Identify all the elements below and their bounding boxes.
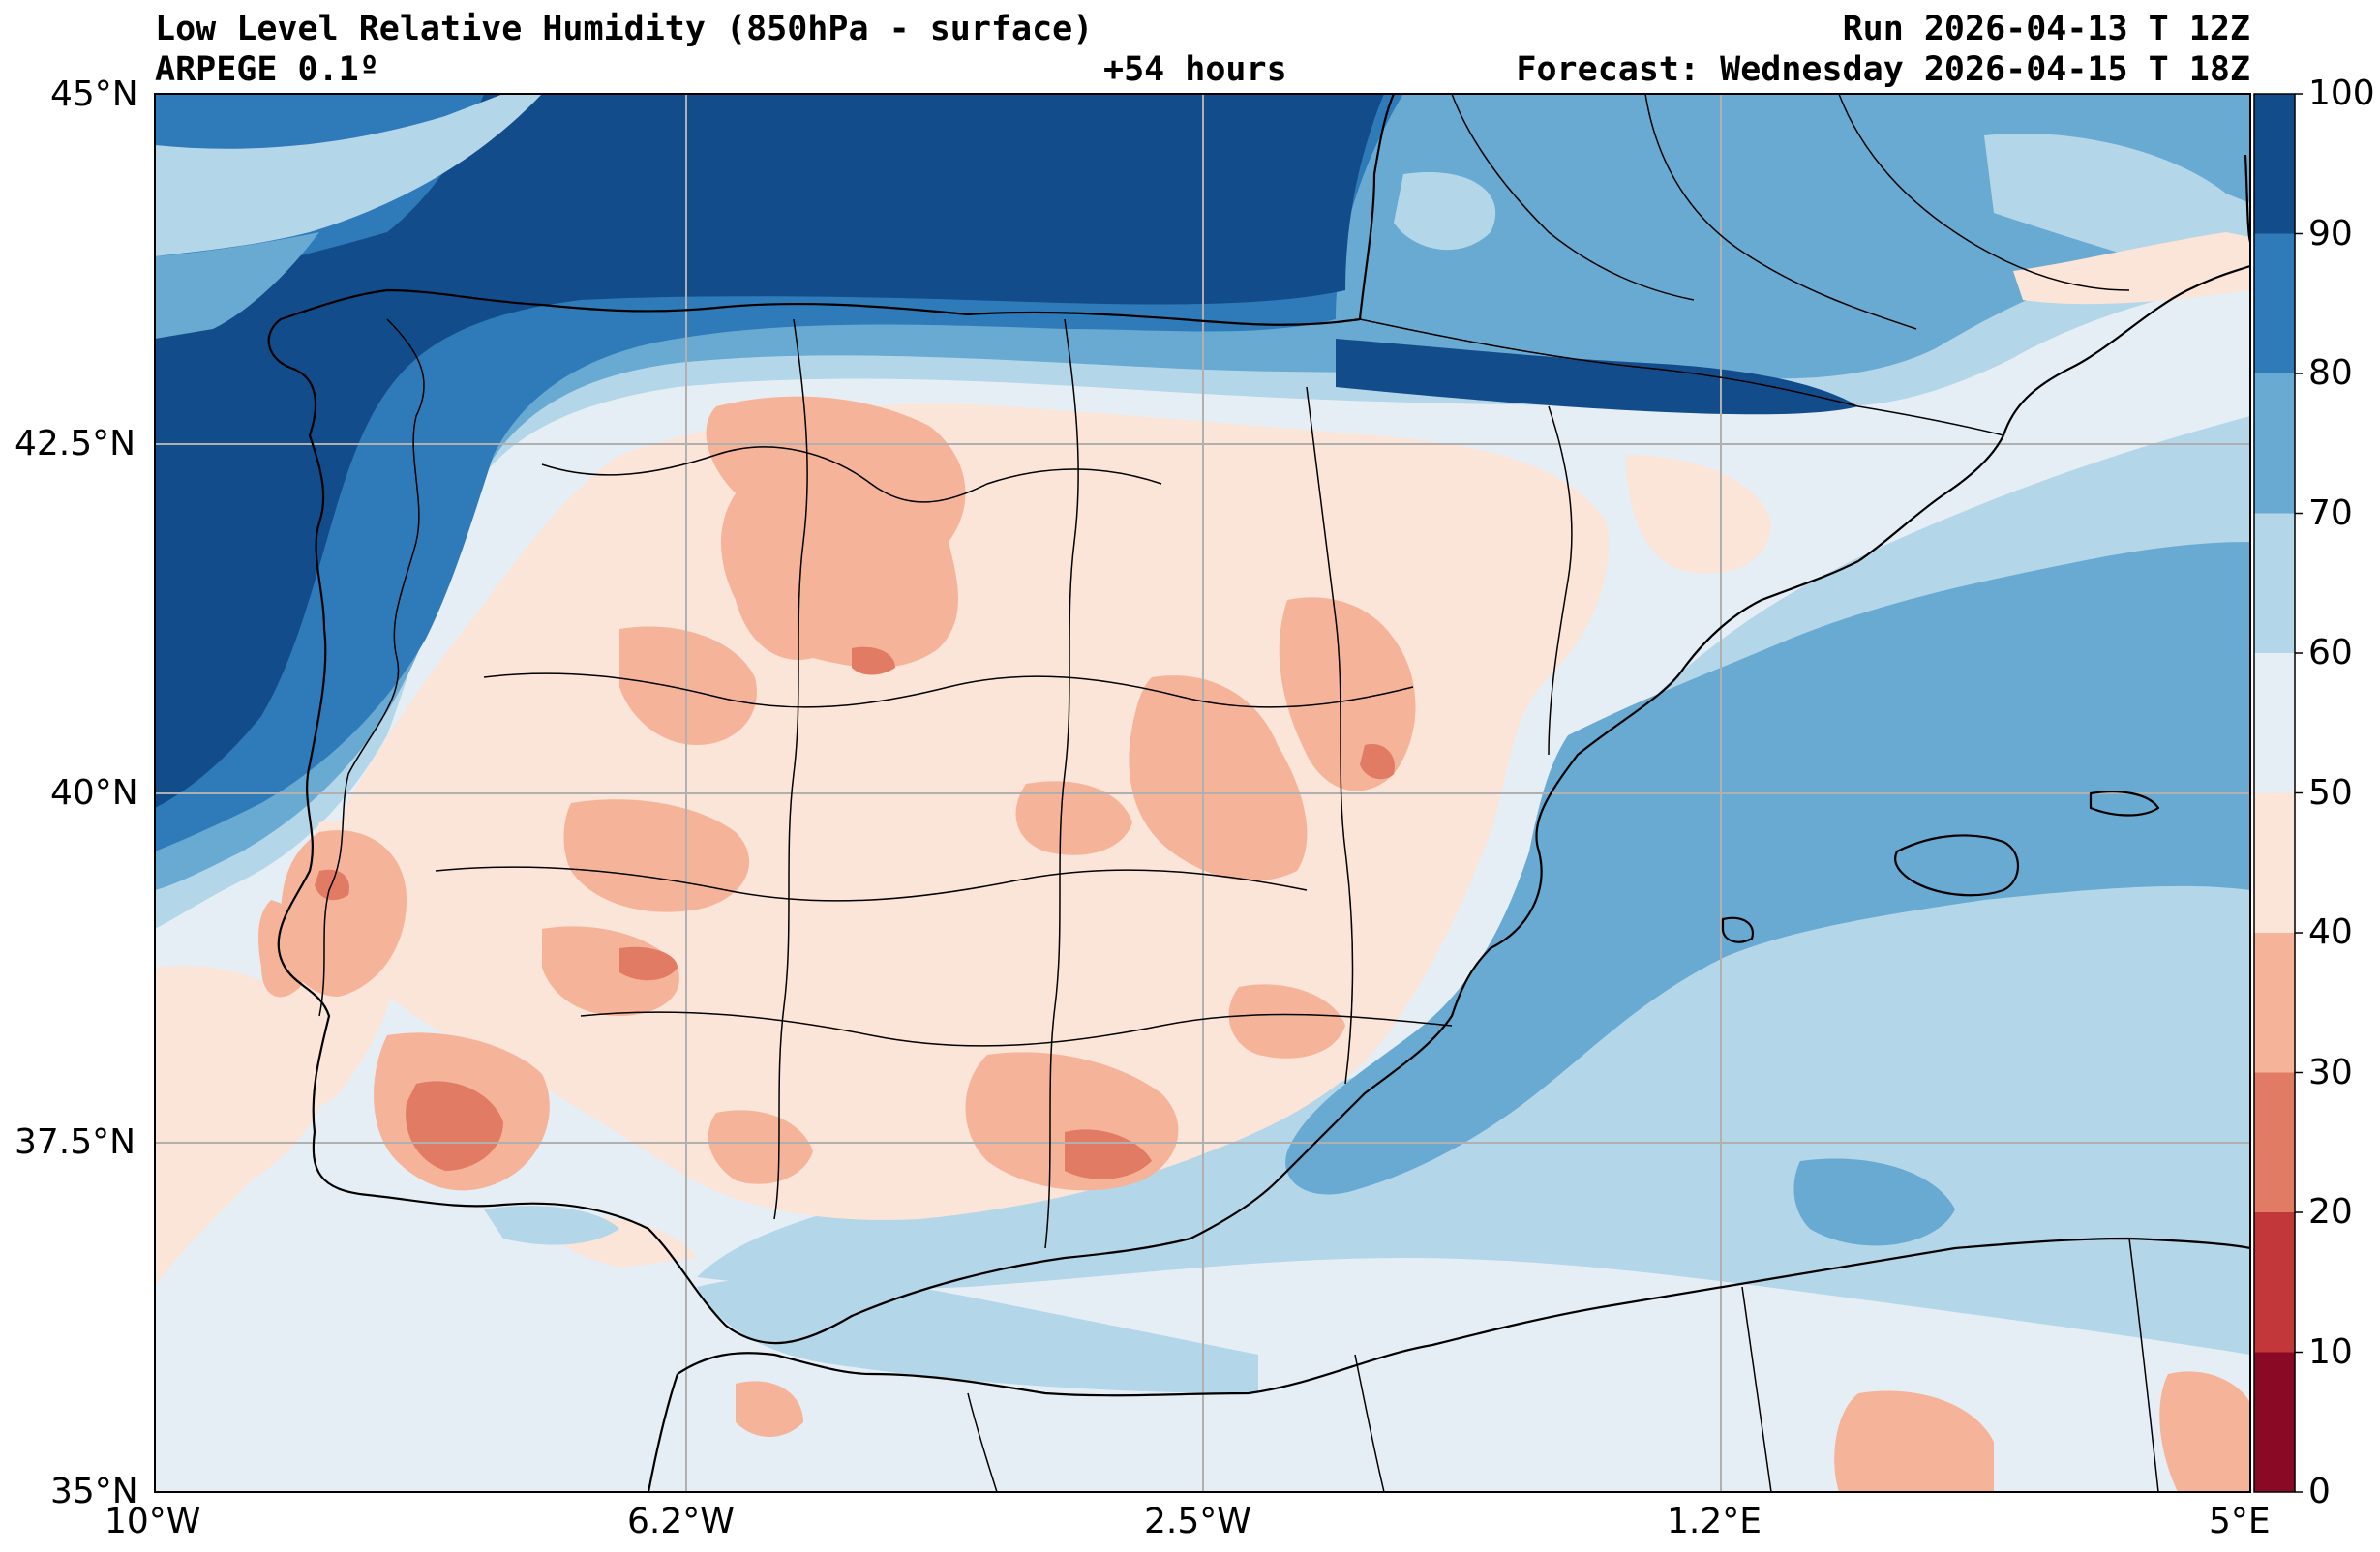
rh-60-70-alboran: [697, 1276, 1258, 1393]
rh-20-30-badajoz: [619, 946, 678, 981]
border-region-4: [773, 318, 808, 1220]
coastline-gulf-lion: [2002, 264, 2251, 436]
colorbar-label-50: 50: [2308, 772, 2353, 813]
rh-70-80-sardinia-wedge: [2149, 588, 2250, 793]
colorbar-segment-60-70: [2254, 513, 2295, 653]
colorbar-label-100: 100: [2308, 74, 2375, 113]
colorbar-label-40: 40: [2308, 912, 2353, 952]
rh-30-40-castilla-north: [706, 396, 966, 668]
map-title: Low Level Relative Humidity (850hPa - su…: [155, 10, 1094, 48]
rh-20-30-segovia: [852, 646, 895, 675]
coastline-morocco-atlantic: [647, 1373, 679, 1493]
border-region-2: [483, 672, 1414, 708]
rh-60-70-gulf-cadiz: [484, 1206, 619, 1245]
lat-tick-35: 35°N: [50, 1472, 138, 1511]
coastline-menorca: [2089, 791, 2160, 817]
border-pyrenees: [1359, 318, 2004, 436]
colorbar-segment-30-40: [2254, 933, 2295, 1073]
rh-30-40-lisbon: [258, 900, 310, 998]
border-region-8: [580, 1011, 1453, 1047]
border-region-6: [1306, 386, 1354, 1085]
lon-tick-5E: 5°E: [2209, 1502, 2271, 1541]
lat-tick-37.5: 37.5°N: [15, 1122, 136, 1162]
border-portugal-spain: [318, 318, 425, 1017]
rh-30-40-murcia: [1228, 984, 1345, 1059]
border-region-5: [1044, 318, 1079, 1249]
colorbar-label-20: 20: [2308, 1192, 2353, 1232]
colorbar-label-10: 10: [2308, 1331, 2353, 1372]
colorbar: [2253, 93, 2303, 1493]
colorbar-label-70: 70: [2308, 492, 2353, 533]
admin-borders: [318, 93, 2159, 1493]
rh-30-40-castilla-west: [619, 626, 757, 745]
colorbar-label-90: 90: [2308, 213, 2353, 254]
rh-20-30-seville: [406, 1081, 503, 1171]
lat-tick-42.5: 42.5°N: [15, 424, 136, 463]
coastlines: [267, 93, 2252, 1493]
colorbar-segment-90-100: [2254, 94, 2295, 234]
rh-30-40-extremadura: [563, 799, 750, 912]
rh-40-50-provence: [2013, 232, 2250, 305]
colorbar-segment-70-80: [2254, 373, 2295, 514]
lon-tick-1.2E: 1.2°E: [1667, 1502, 1762, 1541]
rh-30-40-algeria: [1834, 1390, 1994, 1492]
colorbar-segment-40-50: [2254, 792, 2295, 933]
colorbar-label-0: 0: [2308, 1472, 2331, 1511]
lon-tick-6.2W: 6.2°W: [627, 1502, 735, 1541]
lon-tick-10W: 10°W: [105, 1502, 201, 1541]
rh-30-40-aragon: [1279, 597, 1416, 791]
colorbar-segment-80-90: [2254, 233, 2295, 373]
rh-90-100-pyrenees: [1336, 339, 1858, 415]
colorbar-segment-0-10: [2254, 1352, 2295, 1492]
coastline-mallorca: [1894, 834, 2019, 897]
coastline-iberia: [267, 288, 2004, 1345]
rh-70-80-atlantic-streak: [155, 232, 319, 339]
rh-30-40-tunisia: [2159, 1371, 2250, 1492]
coastline-north-africa: [677, 1237, 2251, 1397]
model-label: ARPEGE 0.1º: [155, 50, 379, 89]
colorbar-label-60: 60: [2308, 633, 2353, 672]
rh-90-100-biscay: [155, 94, 1384, 808]
border-north-africa: [967, 1238, 2159, 1493]
rh-30-40-teruel: [1129, 675, 1308, 881]
lead-time-label: +54 hours: [1103, 50, 1287, 89]
rh-70-80-mediterranean: [1285, 542, 2250, 1195]
border-france-regions: [1451, 93, 2130, 330]
border-region-3: [435, 866, 1308, 902]
rh-60-70-atlantic-streak: [155, 94, 542, 256]
border-region-1: [541, 446, 1162, 503]
forecast-label: Forecast: Wednesday 2026-04-15 T 18Z: [1516, 50, 2250, 89]
colorbar-segment-50-60: [2254, 653, 2295, 793]
colorbar-segment-10-20: [2254, 1212, 2295, 1353]
rh-30-40-la-mancha: [1015, 781, 1132, 855]
rh-70-80-south-med: [1793, 1158, 1955, 1246]
coastline-france: [1358, 93, 1396, 320]
rh-30-40-morocco: [736, 1381, 803, 1437]
graticule: [155, 94, 2250, 1492]
rh-60-70-france: [1394, 172, 1496, 251]
coastline-ibiza: [1721, 916, 1755, 943]
lat-tick-45: 45°N: [50, 75, 138, 114]
map-frame: [154, 93, 2251, 1493]
run-label: Run 2026-04-13 T 12Z: [1842, 10, 2250, 48]
colorbar-label-30: 30: [2308, 1052, 2353, 1092]
rh-30-40-jaen: [708, 1110, 813, 1184]
colorbar-segment-20-30: [2254, 1072, 2295, 1212]
border-region-7: [1548, 405, 1573, 756]
rh-40-50-catalonia: [1626, 455, 1771, 574]
lon-tick-2.5W: 2.5°W: [1144, 1502, 1251, 1541]
rh-20-30-cuenca: [1360, 744, 1395, 780]
colorbar-label-80: 80: [2308, 353, 2353, 393]
lat-tick-40: 40°N: [50, 773, 138, 813]
rh-30-40-alentejo: [281, 830, 407, 997]
